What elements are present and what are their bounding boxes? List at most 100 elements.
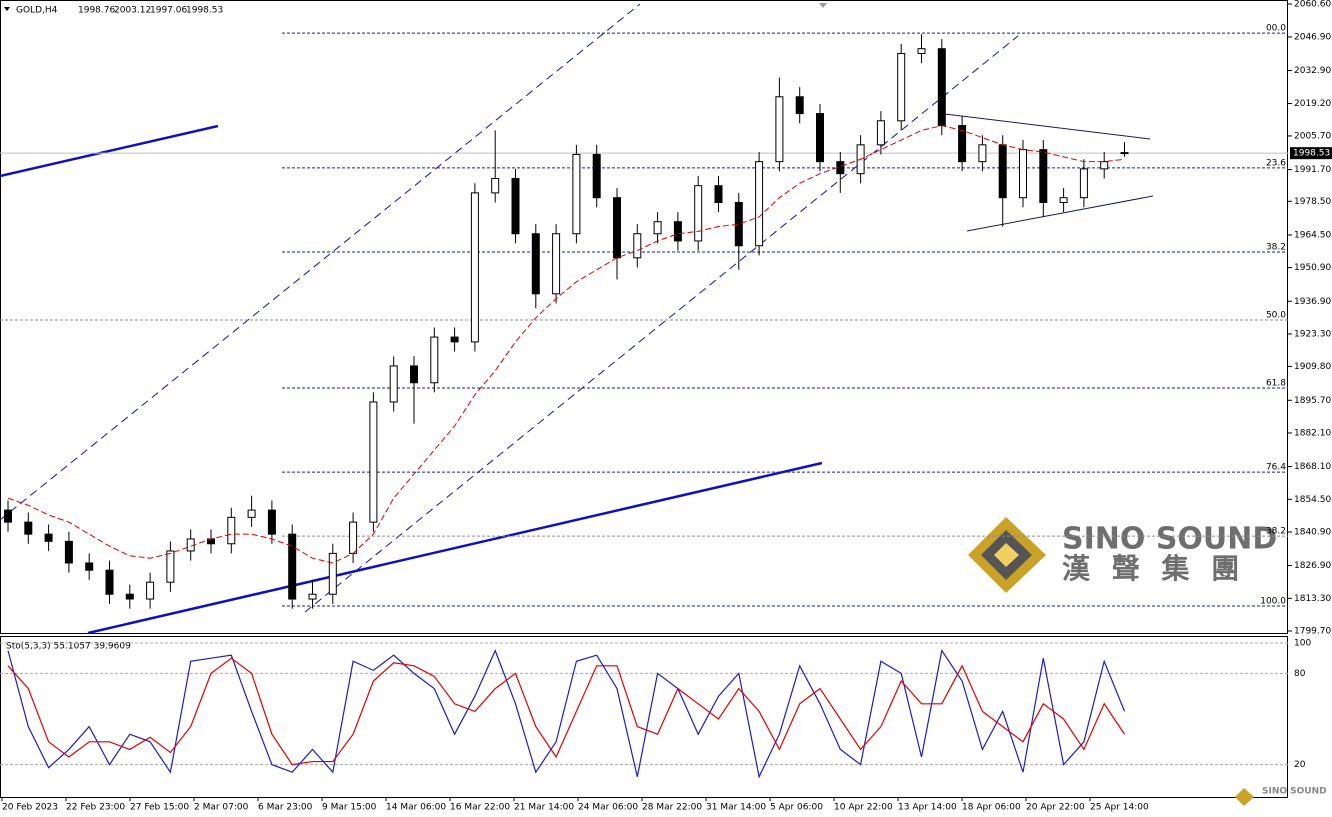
candle-body bbox=[470, 192, 479, 343]
price-tag-label: 1998.53 bbox=[1293, 149, 1330, 159]
channel-line bbox=[304, 35, 1019, 613]
fib-label: 76.4 bbox=[1266, 463, 1286, 473]
candle-body bbox=[795, 96, 804, 115]
candle-body bbox=[816, 113, 824, 163]
candle-body bbox=[125, 593, 134, 600]
candle-body bbox=[775, 96, 784, 163]
menu-arrow bbox=[4, 7, 10, 11]
candle-body bbox=[1100, 161, 1109, 170]
candle-body bbox=[105, 569, 114, 595]
watermark-chinese: 漢 聲 集 團 bbox=[1062, 552, 1245, 585]
y-tick-label: 1799.70 bbox=[1294, 627, 1331, 637]
candle-body bbox=[1019, 149, 1027, 199]
ohlc-close: 1998.53 bbox=[186, 6, 223, 16]
candle-body bbox=[288, 533, 297, 600]
candle-body bbox=[714, 185, 723, 204]
candle-body bbox=[755, 161, 764, 247]
y-tick-label: 2032.90 bbox=[1294, 66, 1331, 76]
candle-body bbox=[4, 509, 12, 523]
candle-body bbox=[24, 521, 33, 535]
candle-body bbox=[146, 581, 155, 600]
x-tick-label: 28 Mar 22:00 bbox=[642, 803, 702, 813]
logo bbox=[994, 543, 1019, 567]
price-tag bbox=[1290, 147, 1332, 160]
y-tick-label: 1882.10 bbox=[1294, 428, 1331, 438]
trend-line bbox=[0, 124, 219, 178]
candle-body bbox=[613, 197, 621, 259]
candle-body bbox=[1079, 168, 1088, 199]
x-tick-label: 21 Mar 14:00 bbox=[514, 803, 574, 813]
candle-body bbox=[673, 221, 682, 242]
x-tick-label: 24 Mar 06:00 bbox=[578, 803, 638, 813]
triangle-line bbox=[966, 195, 1154, 232]
y-tick-label: 1868.10 bbox=[1294, 462, 1331, 472]
x-tick-label: 22 Feb 23:00 bbox=[66, 803, 125, 813]
candle-body bbox=[44, 533, 53, 542]
candle-body bbox=[166, 550, 175, 583]
candle-body bbox=[430, 336, 439, 384]
candle-body bbox=[1120, 152, 1129, 155]
candle-body bbox=[308, 593, 317, 600]
y-tick-label: 2019.20 bbox=[1294, 99, 1331, 109]
candle-body bbox=[937, 48, 946, 127]
x-tick-label: 20 Apr 22:00 bbox=[1026, 803, 1085, 813]
y-tick-label: 2046.90 bbox=[1294, 32, 1331, 42]
main-pane bbox=[0, 0, 1288, 634]
candle-body bbox=[328, 552, 337, 595]
symbol: GOLD,H4 bbox=[16, 6, 58, 16]
x-tick-label: 6 Mar 23:00 bbox=[258, 803, 313, 813]
x-tick-label: 2 Mar 07:00 bbox=[194, 803, 249, 813]
fib-label: 100.0 bbox=[1260, 597, 1286, 607]
candle-body bbox=[389, 365, 398, 403]
fib-label: 00.0 bbox=[1266, 24, 1286, 34]
x-tick-label: 9 Mar 15:00 bbox=[322, 803, 377, 813]
channel-line bbox=[0, 3, 641, 521]
x-tick-label: 18 Apr 06:00 bbox=[962, 803, 1021, 813]
y-tick-label: 1854.50 bbox=[1294, 495, 1331, 505]
x-tick-label: 16 Mar 22:00 bbox=[450, 803, 510, 813]
candle-body bbox=[592, 153, 601, 199]
y-tick-label: 1909.80 bbox=[1294, 362, 1331, 372]
candle-body bbox=[917, 48, 926, 55]
shift-marker bbox=[819, 3, 827, 8]
triangle-line bbox=[944, 113, 1151, 140]
candle-body bbox=[998, 144, 1007, 199]
y-tick-label: 80 bbox=[1294, 669, 1306, 679]
candle-body bbox=[897, 53, 906, 122]
y-tick-label: 2060.60 bbox=[1294, 0, 1331, 10]
stochastic-pane bbox=[0, 636, 1288, 798]
x-tick-label: 31 Mar 14:00 bbox=[706, 803, 766, 813]
candle-body bbox=[227, 516, 236, 545]
candle-body bbox=[64, 540, 73, 564]
stochastic-label: Sto(5,3,3) 55.1057 39.9609 bbox=[6, 642, 131, 652]
y-tick-label: 20 bbox=[1294, 760, 1306, 770]
x-tick-label: 10 Apr 22:00 bbox=[834, 803, 893, 813]
candle-body bbox=[85, 562, 94, 571]
y-tick-label: 1936.90 bbox=[1294, 297, 1331, 307]
logo-small bbox=[1235, 788, 1254, 806]
y-tick-label: 100 bbox=[1294, 639, 1311, 649]
x-tick-label: 27 Feb 15:00 bbox=[130, 803, 189, 813]
candle-body bbox=[958, 125, 967, 163]
candle-body bbox=[552, 233, 561, 295]
y-tick-label: 1978.50 bbox=[1294, 197, 1331, 207]
y-tick-label: 1991.70 bbox=[1294, 165, 1331, 175]
fib-label: 61.8 bbox=[1266, 379, 1286, 389]
corner-brand: SINO SOUND bbox=[1262, 787, 1327, 797]
candle-body bbox=[572, 153, 581, 235]
candle-body bbox=[267, 509, 276, 535]
watermark-brand: SINO SOUND bbox=[1062, 522, 1277, 557]
candle-body bbox=[531, 233, 540, 295]
y-tick-label: 1840.90 bbox=[1294, 527, 1331, 537]
candle-body bbox=[978, 144, 987, 163]
stochastic-line bbox=[7, 649, 1126, 779]
candle-body bbox=[369, 401, 378, 523]
fib-label: 50.0 bbox=[1266, 311, 1286, 321]
candle-body bbox=[349, 521, 358, 554]
x-tick-label: 20 Feb 2023 bbox=[2, 803, 58, 813]
x-tick-label: 5 Apr 06:00 bbox=[770, 803, 823, 813]
ohlc-low: 1997.06 bbox=[150, 6, 187, 16]
candle-body bbox=[876, 120, 885, 146]
y-tick-label: 1895.70 bbox=[1294, 396, 1331, 406]
